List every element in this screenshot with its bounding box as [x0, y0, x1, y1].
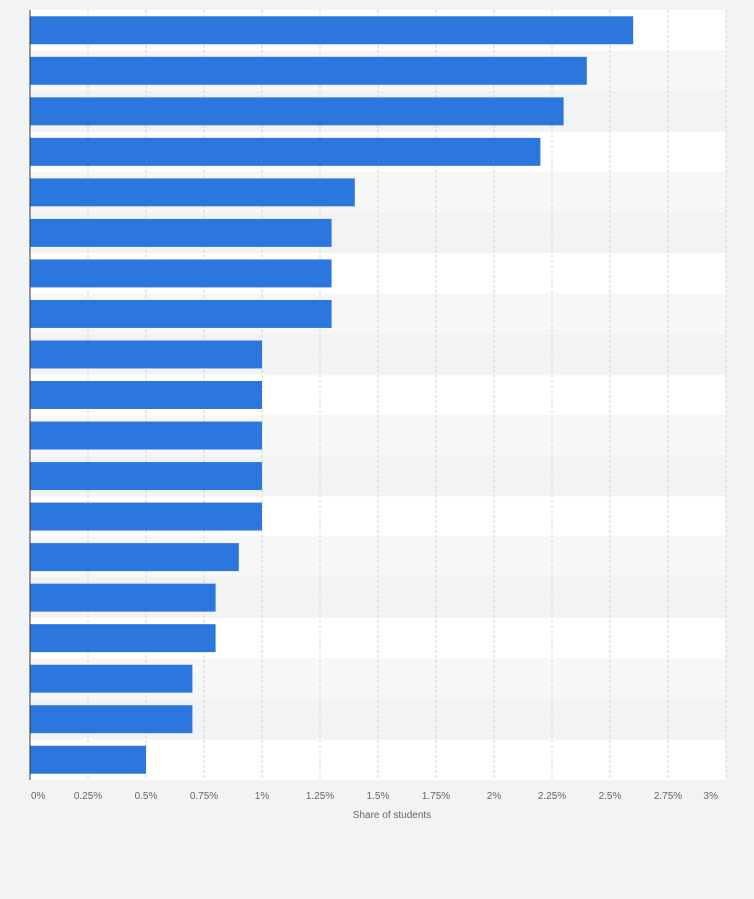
bar	[30, 705, 193, 734]
bar	[30, 502, 262, 531]
bar	[30, 381, 262, 409]
bar	[30, 421, 262, 450]
x-axis-ticks: 0% 0.25% 0.5% 0.75% 1% 1.25% 1.5% 1.75% 2% 2.25% 2…	[31, 791, 718, 802]
x-tick-label: 0%	[31, 791, 46, 802]
bar	[30, 97, 564, 126]
x-tick-label: 2%	[487, 791, 502, 802]
bars	[30, 16, 634, 774]
bar	[30, 664, 193, 693]
bar	[30, 137, 541, 166]
x-tick-label: 1%	[255, 791, 270, 802]
x-tick-label: 3%	[704, 791, 719, 802]
bar	[30, 745, 146, 774]
bar	[30, 178, 355, 207]
bar	[30, 462, 262, 491]
bar	[30, 218, 332, 247]
bar	[30, 56, 587, 85]
x-tick-label: 0.75%	[190, 791, 218, 802]
x-tick-label: 1.25%	[306, 791, 334, 802]
bar	[30, 624, 216, 653]
x-tick-label: 0.25%	[74, 791, 102, 802]
bar	[30, 16, 634, 45]
bar	[30, 543, 239, 572]
bar	[30, 259, 332, 288]
x-tick-label: 2.75%	[654, 791, 682, 802]
bar	[30, 299, 332, 328]
x-tick-label: 2.5%	[599, 791, 622, 802]
x-tick-label: 0.5%	[135, 791, 158, 802]
x-tick-label: 1.5%	[367, 791, 390, 802]
x-tick-label: 2.25%	[538, 791, 566, 802]
bar	[30, 340, 262, 369]
bar	[30, 583, 216, 612]
x-tick-label: 1.75%	[422, 791, 450, 802]
x-axis-title: Share of students	[353, 810, 431, 821]
